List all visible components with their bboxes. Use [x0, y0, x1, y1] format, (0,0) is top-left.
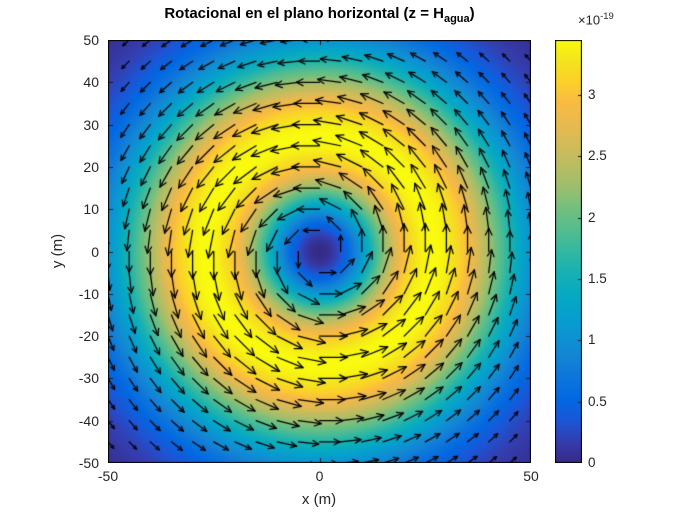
- figure-title-suffix: ): [469, 5, 475, 22]
- figure-title: Rotacional en el plano horizontal (z = H…: [108, 5, 531, 25]
- colorbar-tick-label: 2.5: [588, 148, 607, 164]
- x-tick-label: 50: [523, 468, 539, 484]
- x-tick-label: 0: [315, 468, 324, 484]
- y-tick-label: 0: [91, 243, 99, 260]
- colorbar-tick-label: 1: [588, 332, 596, 348]
- y-tick-label: -30: [78, 370, 99, 387]
- plot-area-canvas: [108, 40, 531, 463]
- colorbar-scale-label: ×10-19: [578, 11, 614, 27]
- y-tick-label: -20: [78, 328, 99, 345]
- colorbar-scale-exponent: -19: [600, 11, 614, 22]
- y-tick-label: 40: [83, 74, 99, 91]
- colorbar-tick-label: 0.5: [588, 393, 607, 409]
- colorbar-tick-label: 2: [588, 209, 596, 225]
- figure-title-text: Rotacional en el plano horizontal (z = H: [164, 5, 444, 22]
- y-tick-label: 30: [83, 116, 99, 133]
- colorbar-scale-mantissa: ×10: [578, 12, 601, 28]
- y-tick-label: -50: [78, 455, 99, 471]
- colorbar-gradient: [555, 40, 582, 463]
- y-tick-label: -10: [78, 285, 99, 302]
- y-tick-label: 20: [83, 158, 99, 175]
- colorbar-tick-label: 0: [588, 455, 596, 470]
- colorbar-tick-label: 1.5: [588, 271, 607, 287]
- colorbar-tick-label: 3: [588, 87, 596, 103]
- x-tick-label: -50: [97, 468, 119, 484]
- x-axis-label: x (m): [301, 491, 337, 508]
- y-tick-label: 50: [83, 32, 99, 48]
- y-tick-label: -40: [78, 412, 99, 429]
- y-tick-label: 10: [83, 201, 99, 218]
- figure-title-subscript: agua: [443, 13, 470, 25]
